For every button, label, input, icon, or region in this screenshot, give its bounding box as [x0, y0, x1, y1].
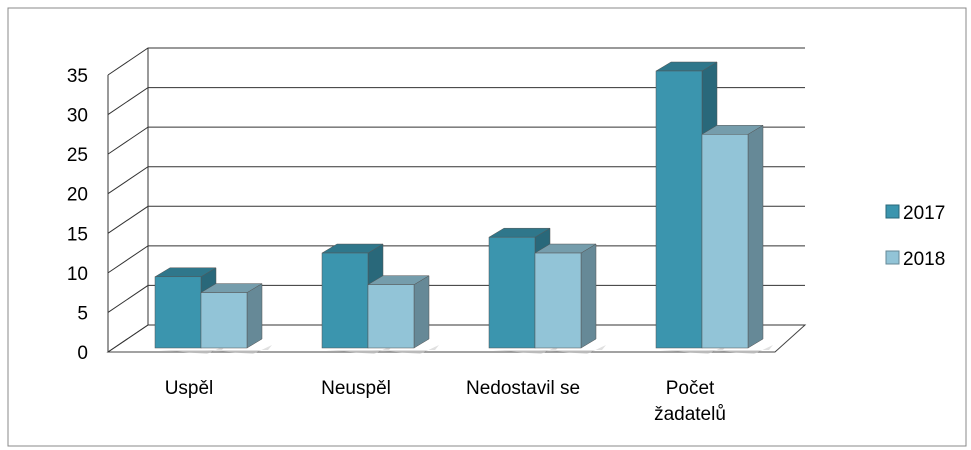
bar: [154, 276, 202, 349]
y-tick-label: 0: [77, 343, 88, 364]
bar-shadow: [539, 345, 606, 354]
y-tick-label: 15: [67, 224, 88, 245]
x-tick-label: Neuspěl: [321, 378, 391, 399]
y-tick-label: 20: [67, 185, 88, 206]
legend-label: 2018: [903, 249, 945, 270]
legend-label: 2017: [903, 203, 945, 224]
bar-shadow: [159, 345, 226, 354]
y-tick-label: 30: [67, 106, 88, 127]
y-tick-label: 35: [67, 66, 88, 87]
bar: [655, 70, 703, 349]
y-tick-label: 10: [67, 264, 88, 285]
bar-shadow: [372, 345, 439, 354]
bar: [200, 292, 248, 349]
legend-swatch: [885, 250, 900, 265]
bar-shadow: [660, 345, 727, 354]
x-tick-label: Uspěl: [164, 378, 214, 399]
bar: [367, 284, 415, 349]
bar-shadow: [493, 345, 560, 354]
bar-shadow: [205, 345, 272, 354]
bar: [534, 252, 582, 349]
bar-side: [246, 283, 263, 349]
bar: [701, 134, 749, 349]
chart-border: [7, 7, 967, 447]
bar-side: [580, 243, 597, 349]
bar-side: [747, 124, 764, 349]
x-tick-label: Počet žadatelů: [654, 378, 726, 425]
y-tick-label: 5: [77, 303, 88, 324]
bar: [488, 236, 536, 349]
x-tick-label: Nedostavil se: [465, 378, 581, 399]
y-tick-label: 25: [67, 145, 88, 166]
bar-side: [413, 275, 430, 349]
bar-shadow: [326, 345, 393, 354]
bar-shadow: [706, 345, 773, 354]
bar: [321, 252, 369, 349]
legend-swatch: [885, 204, 900, 219]
